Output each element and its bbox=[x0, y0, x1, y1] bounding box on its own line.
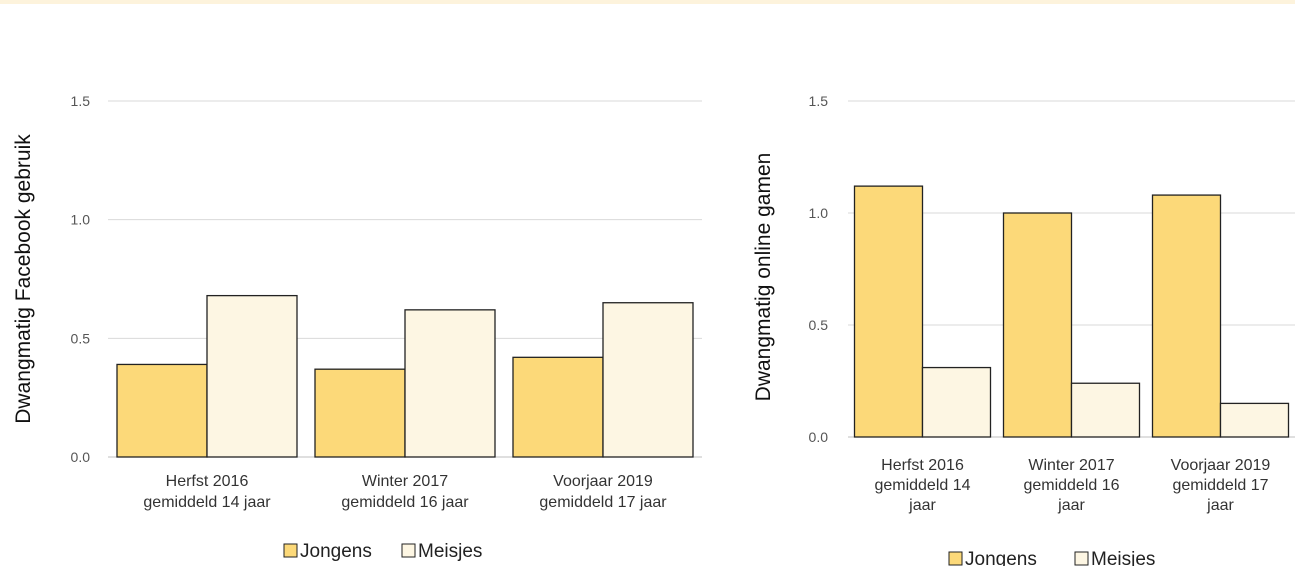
category-label: gemiddeld 14 bbox=[874, 477, 970, 494]
category-label: gemiddeld 14 jaar bbox=[143, 494, 271, 511]
category-label: Herfst 2016 bbox=[881, 457, 964, 474]
y-axis-label: Dwangmatig online gamen bbox=[752, 153, 775, 402]
category-label: gemiddeld 16 bbox=[1023, 477, 1119, 494]
bar-jongens bbox=[314, 368, 406, 458]
category-label: Herfst 2016 bbox=[166, 473, 249, 490]
category-label: jaar bbox=[908, 497, 936, 514]
legend-swatch-jongens bbox=[283, 543, 298, 558]
bar-jongens bbox=[512, 356, 604, 458]
legend-swatch-jongens bbox=[948, 551, 963, 566]
legend-label-jongens: Jongens bbox=[300, 541, 372, 562]
y-axis-label: Dwangmatig Facebook gebruik bbox=[12, 134, 35, 424]
y-tick-label: 1.0 bbox=[71, 212, 91, 228]
bar-meisjes bbox=[206, 294, 298, 458]
bar-meisjes bbox=[921, 366, 992, 438]
top-border-strip bbox=[0, 0, 1295, 4]
category-label: gemiddeld 16 jaar bbox=[341, 494, 469, 511]
category-label: gemiddeld 17 bbox=[1172, 477, 1268, 494]
bar-meisjes bbox=[1070, 382, 1141, 438]
bar-jongens bbox=[853, 185, 924, 438]
legend-swatch-meisjes bbox=[401, 543, 416, 558]
bar-meisjes bbox=[1219, 402, 1290, 438]
category-label: Voorjaar 2019 bbox=[553, 473, 653, 490]
category-label: Winter 2017 bbox=[1028, 457, 1114, 474]
legend-swatch-meisjes bbox=[1074, 551, 1089, 566]
legend-label-meisjes: Meisjes bbox=[1091, 549, 1155, 566]
y-tick-label: 1.5 bbox=[809, 93, 829, 109]
bar-jongens bbox=[1002, 212, 1073, 438]
category-label: Voorjaar 2019 bbox=[1171, 457, 1271, 474]
legend-label-jongens: Jongens bbox=[965, 549, 1037, 566]
category-label: jaar bbox=[1206, 497, 1234, 514]
legend-label-meisjes: Meisjes bbox=[418, 541, 482, 562]
y-tick-label: 0.0 bbox=[71, 449, 91, 465]
bar-meisjes bbox=[404, 309, 496, 458]
category-label: jaar bbox=[1057, 497, 1085, 514]
bar-jongens bbox=[1151, 194, 1222, 438]
y-tick-label: 0.0 bbox=[809, 429, 829, 445]
category-label: Winter 2017 bbox=[362, 473, 448, 490]
y-tick-label: 1.5 bbox=[71, 93, 91, 109]
bar-jongens bbox=[116, 363, 208, 458]
y-tick-label: 0.5 bbox=[809, 317, 829, 333]
bar-meisjes bbox=[602, 302, 694, 458]
category-label: gemiddeld 17 jaar bbox=[539, 494, 667, 511]
y-tick-label: 1.0 bbox=[809, 205, 829, 221]
y-tick-label: 0.5 bbox=[71, 330, 91, 346]
